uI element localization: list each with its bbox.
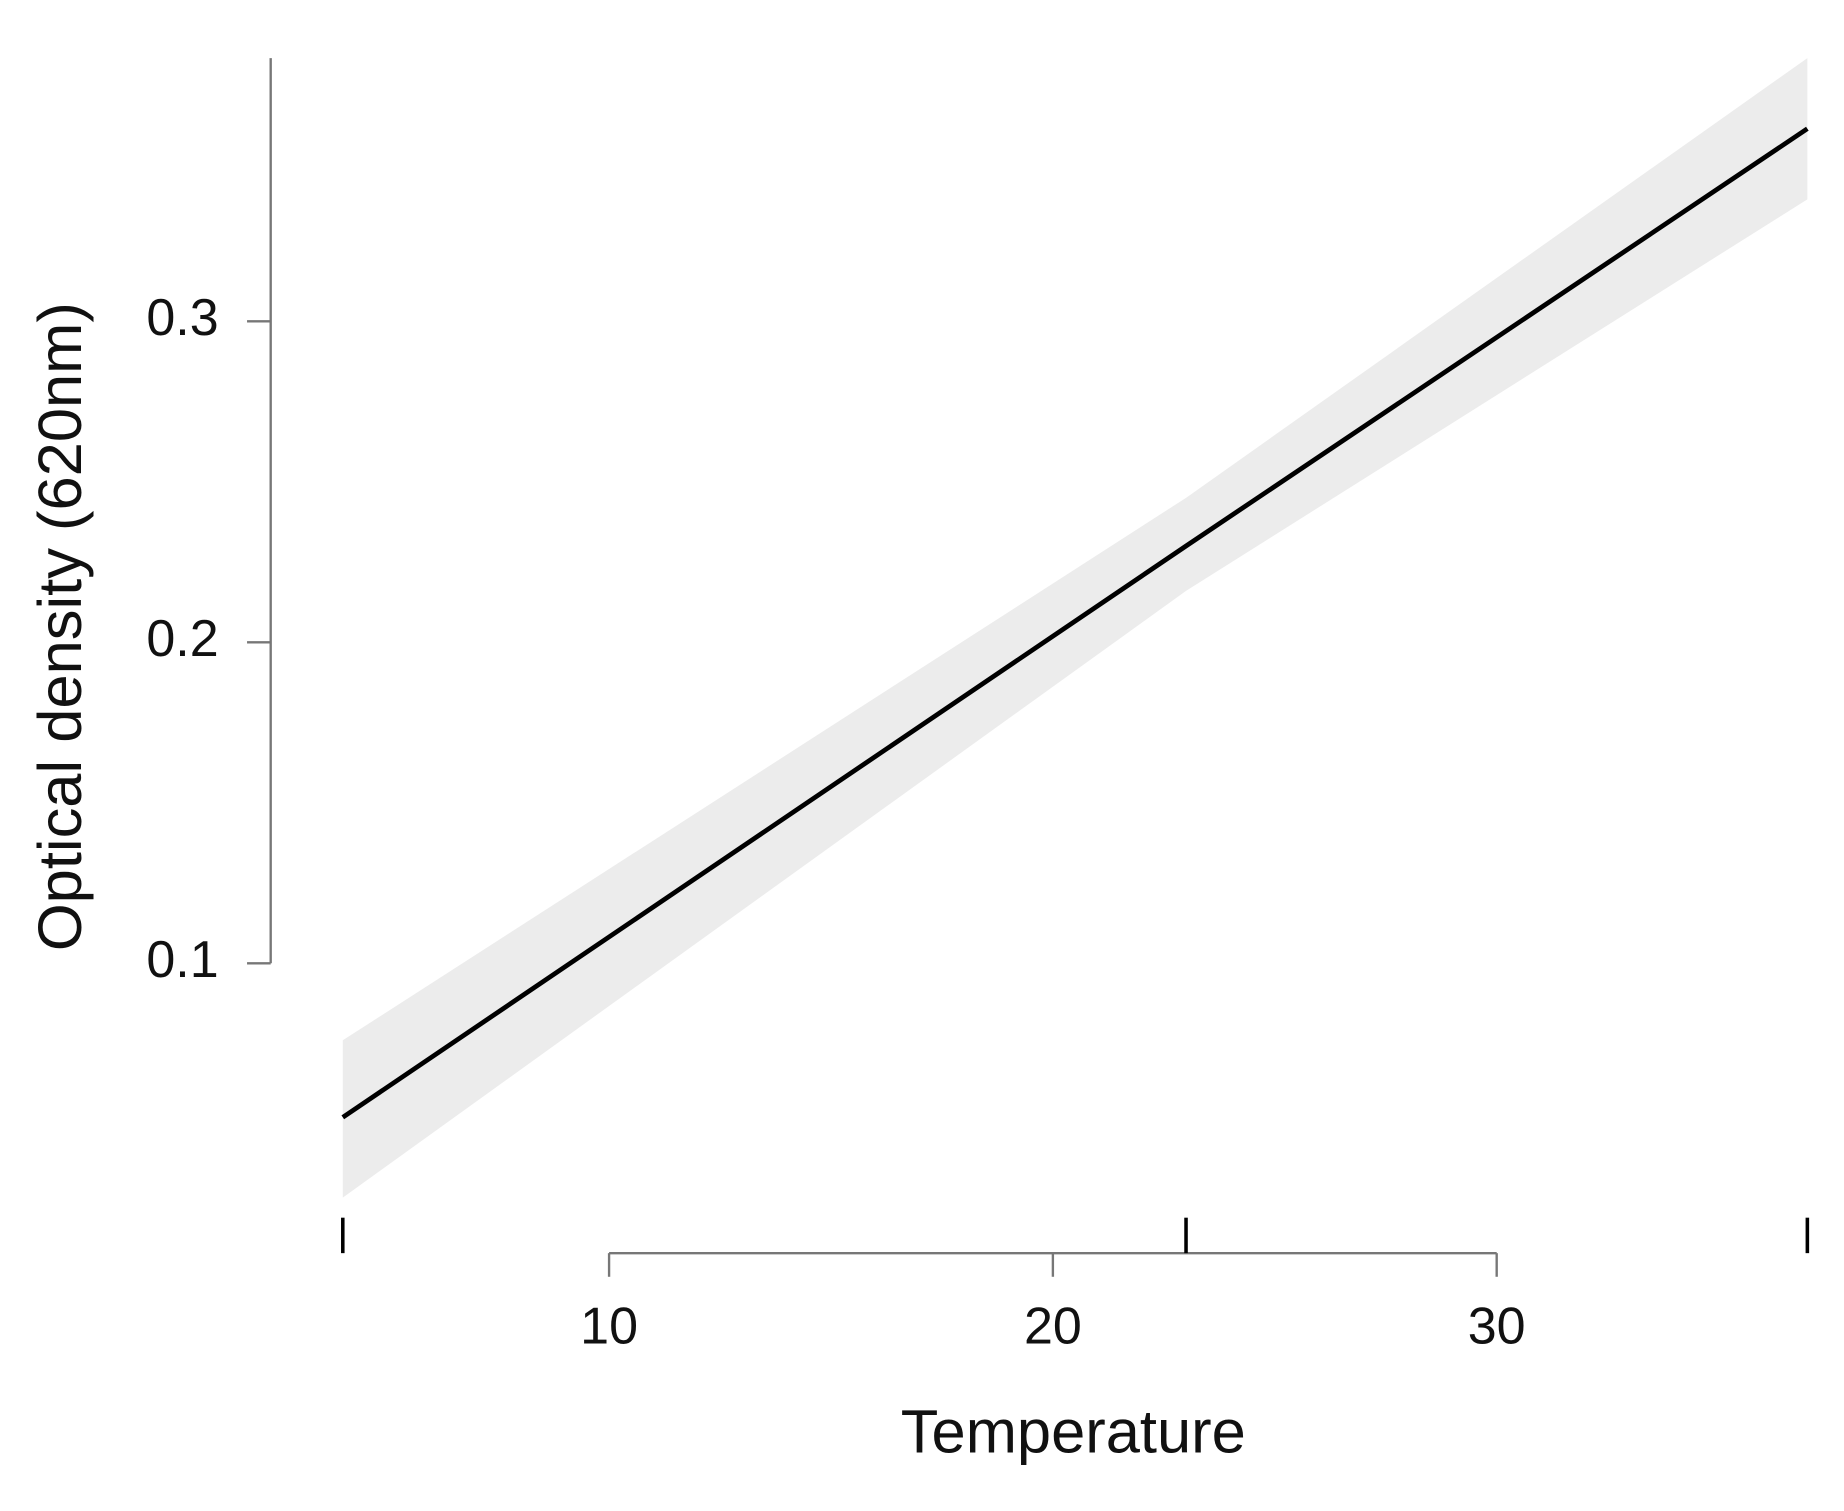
y-tick-label: 0.3	[146, 289, 218, 347]
fit-line	[341, 126, 1809, 1120]
x-tick-label: 10	[580, 1298, 638, 1356]
y-tick-label: 0.1	[146, 931, 218, 989]
x-tick-label: 30	[1468, 1298, 1526, 1356]
x-axis-title: Temperature	[901, 1398, 1246, 1467]
x-tick-label: 20	[1024, 1298, 1082, 1356]
y-tick-label: 0.2	[146, 610, 218, 668]
y-axis-title: Optical density (620nm)	[26, 302, 95, 951]
confidence-band	[342, 58, 1808, 1198]
